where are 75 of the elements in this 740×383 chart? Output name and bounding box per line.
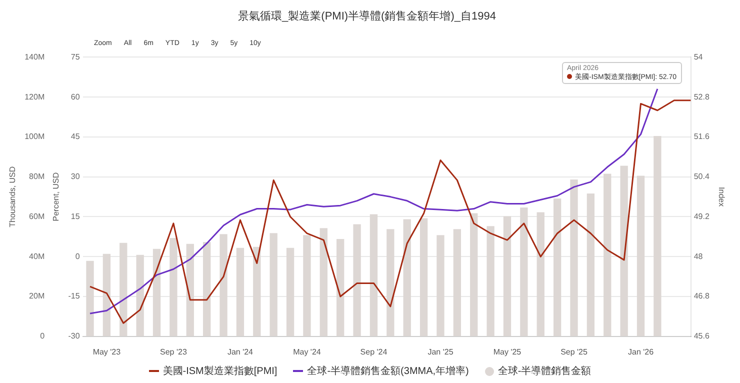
y-tick-label: 60M	[29, 212, 45, 221]
bar	[203, 242, 211, 336]
bar	[370, 214, 378, 336]
bar	[486, 226, 494, 336]
y-tick-label: 0	[40, 332, 46, 341]
bar	[503, 216, 512, 336]
bar	[102, 254, 111, 336]
chart-title: 景氣循環_製造業(PMI)半導體(銷售金額年增)_自1994	[238, 10, 496, 23]
bar	[220, 234, 228, 336]
bar	[236, 248, 244, 336]
y3-tick-label: 48	[694, 252, 704, 261]
x-tick-label: May '25	[493, 347, 522, 356]
bar	[253, 246, 261, 336]
bar	[403, 219, 411, 336]
y3-tick-label: 46.8	[694, 292, 710, 301]
bar	[336, 238, 344, 336]
y2-tick-label: 15	[70, 212, 80, 221]
y3-axis-title: Index	[716, 187, 726, 207]
bar	[353, 224, 361, 336]
y2-tick-label: 45	[70, 132, 80, 142]
legend-label: 美國-ISM製造業指數[PMI]	[162, 364, 278, 378]
y2-tick-label: 30	[70, 172, 80, 182]
y-tick-label: 140M	[24, 52, 45, 62]
bar	[152, 248, 161, 336]
y-axis-title: Thousands, USD	[8, 166, 18, 228]
x-tick-label: Jan '24	[227, 347, 254, 356]
bar	[320, 228, 328, 336]
x-tick-label: Sep '23	[160, 347, 188, 356]
bar	[536, 212, 544, 336]
bar	[170, 238, 178, 336]
legend-label: 全球-半導體銷售金額	[498, 364, 592, 378]
bar	[270, 233, 278, 336]
y3-tick-label: 51.6	[694, 132, 710, 142]
y2-tick-label: 60	[70, 92, 80, 102]
bar	[620, 166, 628, 336]
bar	[120, 242, 128, 336]
y3-tick-label: 49.2	[694, 212, 710, 221]
bar	[386, 229, 394, 336]
bar	[604, 174, 612, 336]
y3-tick-label: 54	[694, 52, 704, 62]
x-tick-label: Sep '24	[360, 347, 388, 356]
x-tick-label: May '23	[92, 347, 122, 356]
y-tick-label: 100M	[24, 132, 45, 142]
bar	[654, 136, 662, 336]
bar	[286, 248, 294, 336]
bar	[586, 193, 595, 336]
bar	[186, 244, 194, 336]
bar	[303, 235, 311, 336]
bar	[570, 180, 578, 336]
y2-axis-title: Percent, USD	[52, 172, 61, 222]
y3-tick-label: 45.6	[694, 332, 710, 341]
bar	[520, 207, 528, 336]
bar	[136, 254, 144, 336]
bar	[553, 198, 562, 336]
bar	[420, 218, 428, 336]
x-tick-label: Jan '26	[628, 347, 654, 356]
bar	[636, 176, 645, 336]
y-tick-label: 40M	[29, 252, 45, 261]
legend-label: 全球-半導體銷售金額(3MMA,年增率)	[307, 364, 469, 378]
y2-tick-label: 0	[75, 252, 80, 261]
bar	[86, 260, 94, 336]
bar	[453, 229, 462, 336]
bar	[470, 213, 478, 336]
y2-tick-label: -15	[68, 292, 80, 301]
x-tick-label: Jan '25	[428, 347, 454, 356]
y3-tick-label: 50.4	[694, 172, 710, 182]
y-tick-label: 80M	[29, 172, 45, 182]
x-tick-label: Sep '25	[560, 347, 588, 356]
y-tick-label: 20M	[29, 292, 45, 301]
y-tick-label: 120M	[24, 92, 45, 102]
y3-tick-label: 52.8	[694, 92, 710, 102]
y2-tick-label: 75	[70, 52, 80, 62]
y2-tick-label: -30	[68, 332, 80, 341]
bar	[436, 235, 444, 336]
x-tick-label: May '24	[293, 347, 322, 356]
